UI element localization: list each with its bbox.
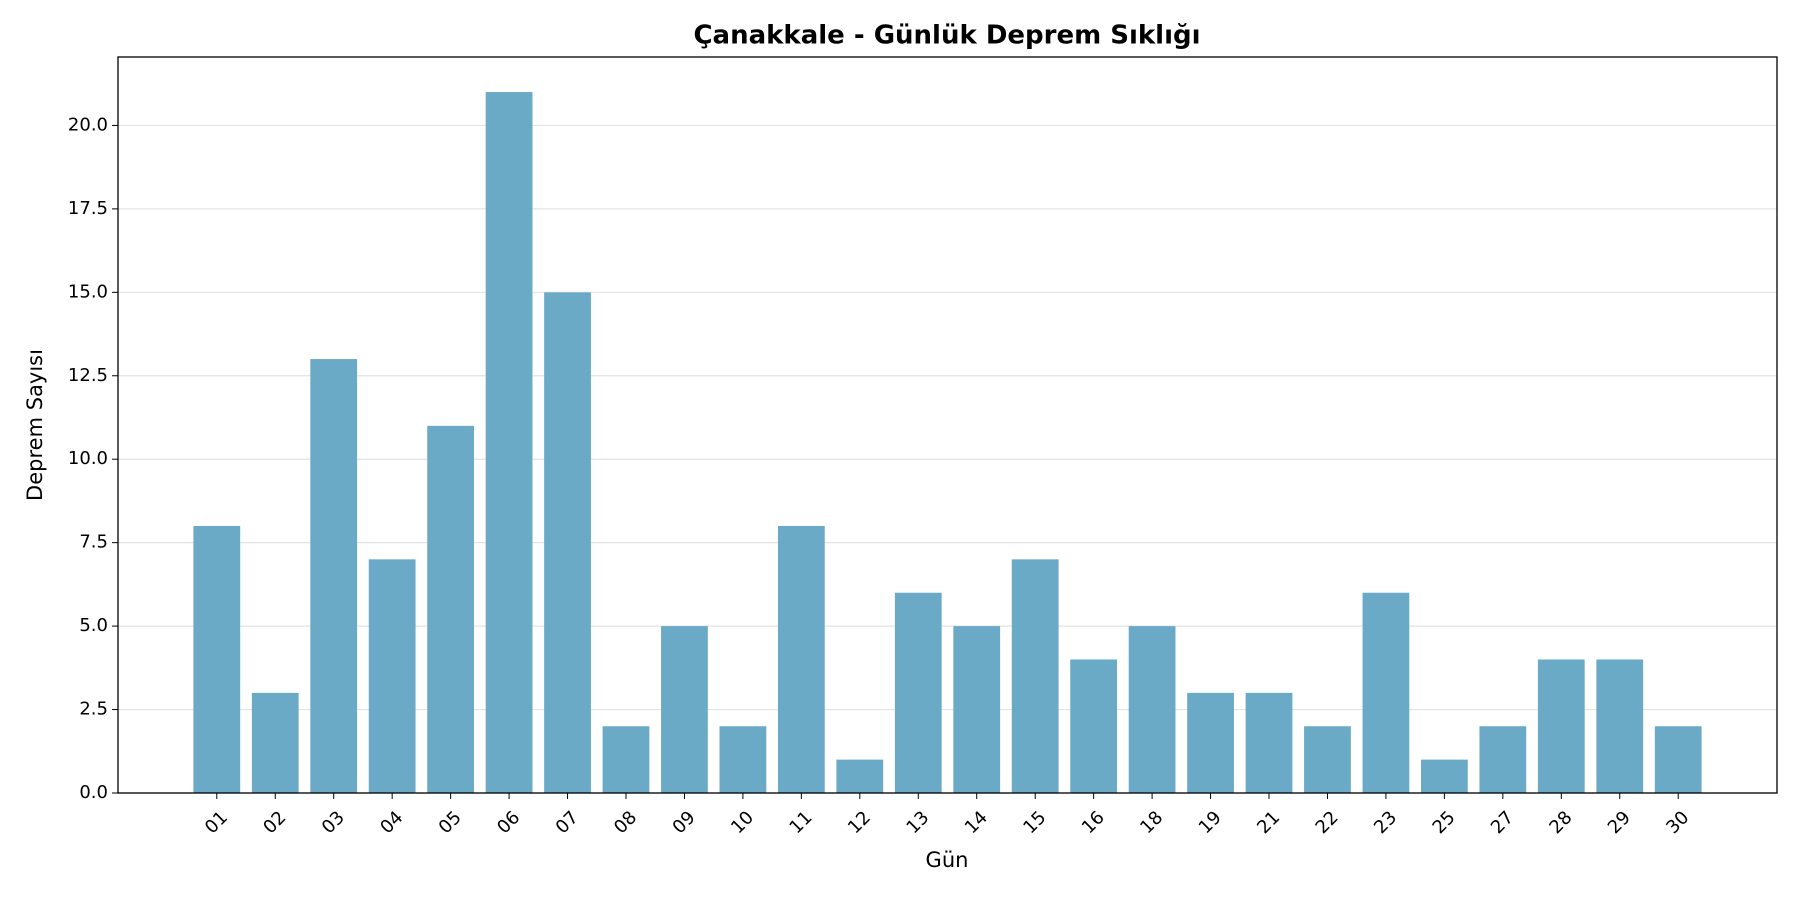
plot-frame (117, 56, 1778, 794)
x-tick-label: 13 (902, 807, 933, 838)
bar (193, 525, 241, 793)
bar (544, 292, 591, 793)
bar (894, 592, 942, 793)
bar (1654, 726, 1702, 793)
x-tick-label: 14 (961, 807, 992, 838)
x-tick-label: 04 (376, 807, 407, 838)
x-tick-label: 22 (1312, 807, 1343, 838)
bar (1245, 692, 1293, 793)
bar (1537, 659, 1585, 793)
y-tick-label: 15.0 (68, 281, 108, 302)
bar (1420, 759, 1468, 793)
bar (310, 359, 358, 793)
bar (427, 425, 475, 793)
x-tick-label: 01 (201, 807, 232, 838)
x-tick-label: 30 (1662, 807, 1693, 838)
x-tick-label: 11 (785, 807, 816, 838)
x-tick-label: 10 (727, 807, 758, 838)
x-tick-label: 15 (1019, 807, 1050, 838)
y-tick-label: 17.5 (68, 198, 108, 219)
bar (953, 626, 1001, 793)
x-tick-label: 07 (552, 807, 583, 838)
bar (836, 759, 884, 793)
x-tick-label: 21 (1253, 807, 1284, 838)
x-tick-label: 27 (1487, 807, 1518, 838)
x-tick-label: 16 (1078, 807, 1109, 838)
bar (368, 559, 416, 793)
x-tick-label: 23 (1370, 807, 1401, 838)
x-tick-label: 08 (610, 807, 641, 838)
bar (602, 726, 650, 793)
y-tick-label: 7.5 (79, 532, 108, 553)
x-tick-label: 18 (1136, 807, 1167, 838)
bar (1304, 726, 1351, 793)
y-tick-label: 20.0 (68, 114, 108, 135)
bar (1362, 592, 1410, 793)
x-tick-label: 06 (493, 807, 524, 838)
bar (1011, 559, 1059, 793)
x-tick-label: 02 (259, 807, 290, 838)
bar (251, 692, 299, 793)
bar (1596, 659, 1644, 793)
x-tick-label: 05 (435, 807, 466, 838)
bar (777, 525, 825, 793)
bar (1070, 659, 1118, 793)
y-tick-label: 2.5 (79, 699, 108, 720)
x-tick-label: 29 (1604, 807, 1635, 838)
x-tick-label: 28 (1545, 807, 1576, 838)
x-tick-label: 09 (669, 807, 700, 838)
bar (485, 92, 533, 794)
bar (1479, 726, 1527, 793)
y-tick-label: 12.5 (68, 365, 108, 386)
y-tick-label: 10.0 (68, 448, 108, 469)
y-tick-label: 0.0 (79, 782, 108, 803)
bar (661, 626, 708, 793)
bar (719, 726, 767, 793)
x-axis-label: Gün (926, 848, 969, 872)
x-tick-label: 25 (1429, 807, 1460, 838)
x-tick-label: 12 (844, 807, 875, 838)
chart-title: Çanakkale - Günlük Deprem Sıklığı (693, 21, 1200, 51)
y-tick-label: 5.0 (79, 615, 108, 636)
x-tick-label: 19 (1195, 807, 1226, 838)
bar (1128, 626, 1176, 793)
x-tick-label: 03 (318, 807, 349, 838)
bar (1187, 692, 1234, 793)
y-axis-label: Deprem Sayısı (23, 349, 47, 501)
